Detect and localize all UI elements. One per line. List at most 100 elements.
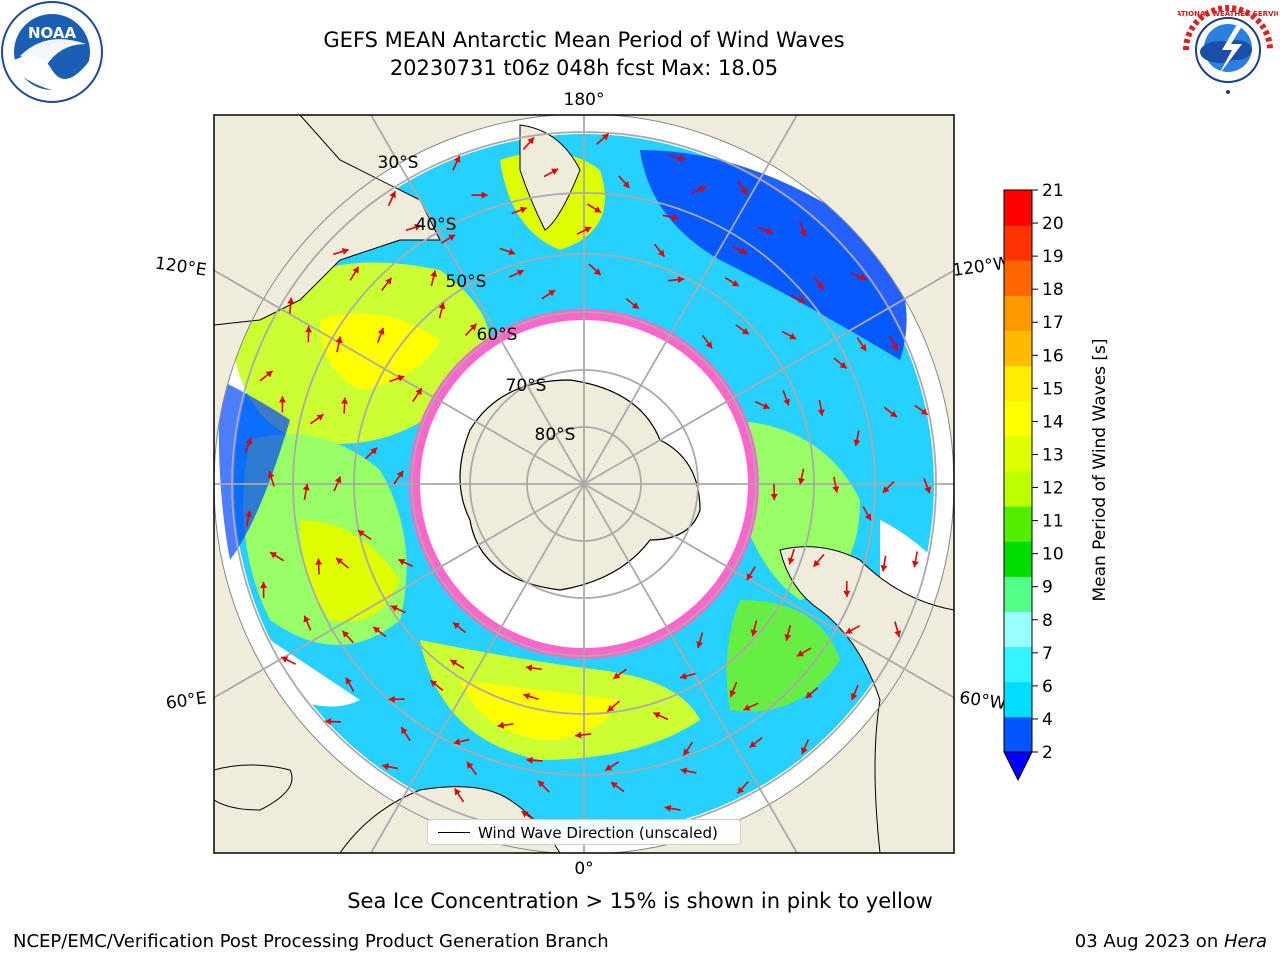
wave-direction-arrow bbox=[405, 223, 422, 232]
wave-direction-arrow bbox=[914, 404, 929, 416]
wave-direction-arrow bbox=[454, 788, 465, 803]
lon-label-60w: 60°W bbox=[958, 688, 1007, 714]
colorbar-tick-label: 15 bbox=[1042, 379, 1064, 399]
colorbar-tick-label: 2 bbox=[1042, 743, 1053, 763]
wave-direction-arrow bbox=[664, 804, 681, 812]
colorbar-tick-label: 7 bbox=[1042, 644, 1053, 664]
nws-logo: NATIONAL WEATHER SERVICE bbox=[1178, 2, 1278, 98]
wave-direction-arrow bbox=[382, 763, 399, 770]
wave-direction-arrow bbox=[522, 136, 535, 150]
wave-direction-arrow bbox=[303, 615, 312, 631]
wave-direction-arrow bbox=[525, 664, 542, 672]
wave-direction-arrow bbox=[441, 234, 456, 244]
colorbar-tick-label: 14 bbox=[1042, 412, 1064, 432]
wave-direction-arrow bbox=[537, 780, 550, 793]
wind-wave-arrows bbox=[244, 132, 931, 834]
wave-direction-arrow bbox=[302, 483, 310, 500]
colorbar-tick-label: 12 bbox=[1042, 479, 1064, 499]
wave-direction-arrow bbox=[853, 430, 861, 447]
wave-direction-arrow bbox=[452, 155, 461, 171]
footer-date-text: 03 Aug 2023 on bbox=[1074, 931, 1224, 952]
wave-direction-arrow bbox=[400, 726, 411, 742]
wave-direction-arrow bbox=[743, 702, 759, 711]
colorbar-swatch bbox=[1004, 260, 1032, 296]
wave-direction-arrow bbox=[682, 741, 694, 756]
latitude-labels: 30°S 40°S 50°S 60°S 70°S 80°S bbox=[378, 153, 576, 445]
legend-line-swatch bbox=[438, 832, 470, 833]
wave-direction-arrow bbox=[812, 553, 825, 568]
wave-direction-arrow bbox=[880, 555, 888, 572]
wave-direction-arrow bbox=[754, 400, 770, 410]
wave-direction-arrow bbox=[606, 700, 621, 713]
wave-direction-arrow bbox=[471, 191, 488, 199]
wave-direction-arrow bbox=[449, 659, 465, 670]
wave-direction-arrow bbox=[724, 276, 740, 287]
wave-direction-arrow bbox=[729, 681, 738, 698]
wave-direction-arrow bbox=[856, 337, 867, 352]
wave-direction-arrow bbox=[833, 357, 848, 369]
colorbar-tick-label: 21 bbox=[1042, 181, 1064, 201]
wave-direction-arrow bbox=[757, 226, 774, 235]
wave-direction-arrow bbox=[668, 276, 685, 284]
wave-direction-arrow bbox=[732, 245, 748, 255]
wave-direction-arrow bbox=[526, 756, 543, 764]
wave-direction-arrow bbox=[610, 781, 625, 793]
wave-direction-arrow bbox=[310, 413, 325, 425]
wave-direction-arrow bbox=[521, 810, 536, 822]
wave-direction-arrow bbox=[850, 273, 867, 281]
colorbar-tick-label: 19 bbox=[1042, 247, 1064, 267]
new-zealand bbox=[519, 124, 581, 231]
wave-direction-arrow bbox=[817, 399, 825, 416]
colorbar: 2 4 6 7 8 9 10 11 12 13 14 15 16 17 18 19 20 21 bbox=[1003, 181, 1064, 782]
wave-direction-arrow bbox=[882, 480, 895, 494]
lat-label: 60°S bbox=[477, 325, 518, 345]
wave-direction-arrow bbox=[333, 248, 349, 256]
colorbar-swatch bbox=[1004, 681, 1032, 718]
colorbar-swatch bbox=[1004, 646, 1032, 683]
wave-direction-arrow bbox=[805, 687, 819, 699]
wave-direction-arrow bbox=[523, 692, 539, 701]
wave-direction-arrow bbox=[787, 548, 795, 565]
antarctica bbox=[459, 379, 701, 591]
map-title: GEFS MEAN Antarctic Mean Period of Wind … bbox=[323, 28, 845, 52]
wave-direction-arrow bbox=[883, 406, 898, 418]
wave-direction-arrow bbox=[911, 551, 919, 568]
wave-direction-arrow bbox=[735, 324, 750, 335]
map-legend: Wind Wave Direction (unscaled) bbox=[427, 819, 741, 845]
wave-direction-arrow bbox=[575, 731, 592, 739]
wave-direction-arrow bbox=[341, 630, 354, 644]
wave-direction-arrow bbox=[466, 761, 478, 776]
wave-direction-arrow bbox=[832, 476, 840, 493]
sea-ice-note: Sea Ice Concentration > 15% is shown in … bbox=[347, 889, 933, 913]
wave-direction-arrow bbox=[345, 677, 355, 692]
colorbar-swatch bbox=[1004, 541, 1032, 577]
lon-label-120e: 120°E bbox=[154, 254, 208, 281]
south-america bbox=[779, 546, 954, 853]
wave-direction-arrow bbox=[813, 276, 824, 291]
wave-direction-arrow bbox=[625, 298, 640, 310]
wave-direction-arrow bbox=[390, 605, 406, 614]
colorbar-tick-label: 16 bbox=[1042, 346, 1064, 366]
wave-direction-arrow bbox=[357, 529, 372, 541]
wave-direction-arrow bbox=[325, 718, 342, 726]
wave-direction-arrow bbox=[341, 397, 349, 414]
colorbar-label: Mean Period of Wind Waves [s] bbox=[1090, 338, 1110, 601]
lon-label-120w: 120°W bbox=[951, 253, 1011, 281]
wave-direction-arrow bbox=[452, 621, 467, 634]
lon-label-60e: 60°E bbox=[165, 688, 208, 713]
wave-direction-arrow bbox=[497, 721, 514, 729]
colorbar-swatch bbox=[1004, 576, 1032, 612]
wave-direction-arrow bbox=[464, 323, 478, 337]
colorbar-swatch bbox=[1004, 330, 1032, 367]
lat-label: 50°S bbox=[446, 272, 487, 292]
wave-direction-arrow bbox=[604, 761, 620, 772]
colorbar-tick-label: 9 bbox=[1042, 578, 1053, 598]
wave-direction-arrow bbox=[388, 695, 405, 703]
wave-direction-arrow bbox=[586, 203, 602, 214]
wave-direction-arrow bbox=[798, 468, 805, 485]
wave-direction-arrow bbox=[894, 621, 902, 638]
wave-direction-arrow bbox=[618, 175, 631, 189]
wave-direction-arrow bbox=[269, 551, 285, 562]
colorbar-tick-label: 6 bbox=[1042, 677, 1053, 697]
